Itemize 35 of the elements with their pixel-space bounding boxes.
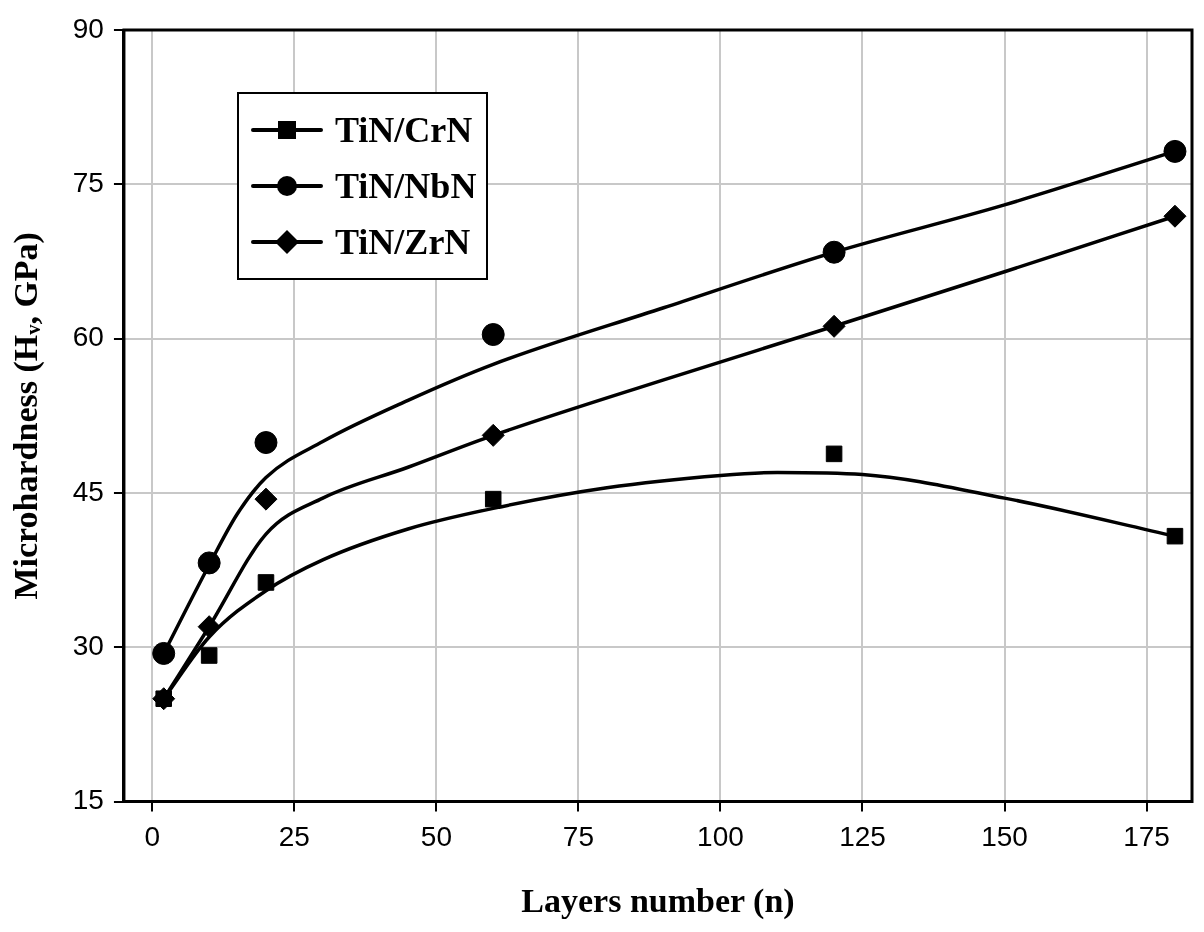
y-tick-label: 15	[72, 784, 104, 816]
point	[481, 423, 505, 447]
x-tick-label: 0	[144, 821, 161, 853]
point	[1163, 204, 1187, 228]
y-tick-label: 45	[72, 475, 104, 507]
x-tick-label: 175	[1123, 821, 1170, 853]
point	[484, 490, 502, 508]
point	[197, 615, 221, 639]
point	[1166, 527, 1184, 545]
point	[481, 323, 505, 347]
y-axis-title: Microhardness (Hᵥ, GPa)	[7, 232, 46, 600]
legend-label: TiN/NbN	[335, 165, 477, 207]
x-tick-label: 75	[562, 821, 595, 853]
point	[825, 445, 843, 463]
y-tick-label: 30	[72, 630, 104, 661]
x-tick-label: 125	[839, 821, 886, 853]
point	[254, 487, 278, 511]
x-tick-label: 100	[697, 821, 744, 853]
point	[254, 431, 278, 455]
y-tick-label: 75	[72, 167, 104, 199]
point	[200, 647, 218, 664]
point	[197, 551, 221, 575]
legend-label: TiN/ZrN	[335, 221, 471, 263]
x-tick-label: 25	[278, 821, 310, 853]
x-tick-label: 50	[420, 821, 452, 853]
point	[822, 240, 846, 264]
x-tick-label: 150	[981, 821, 1028, 853]
y-tick-label: 90	[72, 12, 104, 44]
point	[822, 314, 846, 338]
x-axis-title: Layers number (n)	[521, 882, 795, 921]
point	[1163, 139, 1187, 163]
point	[257, 574, 275, 591]
legend-label: TiN/CrN	[335, 109, 473, 151]
y-tick-label: 60	[72, 321, 104, 353]
point	[152, 641, 176, 665]
